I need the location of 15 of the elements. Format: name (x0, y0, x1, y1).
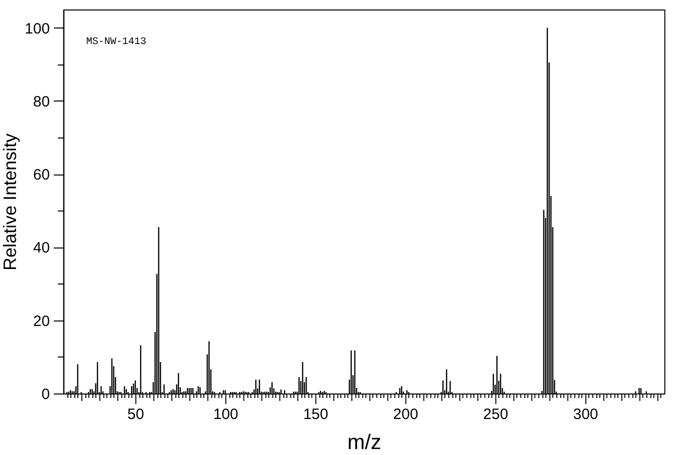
x-tick-label: 50 (127, 406, 144, 423)
y-tick-label: 100 (24, 20, 50, 38)
x-tick-label: 250 (483, 406, 508, 423)
y-tick-label: 80 (33, 93, 50, 110)
x-tick-label: 100 (213, 406, 238, 423)
x-axis-title: m/z (347, 431, 382, 454)
x-tick-label: 200 (393, 406, 418, 423)
y-tick-label: 0 (41, 386, 50, 403)
y-axis-title: Relative Intensity (0, 133, 20, 271)
x-tick-label: 300 (573, 406, 598, 423)
x-tick-label: 150 (303, 406, 328, 423)
y-tick-label: 60 (33, 166, 50, 184)
y-tick-label: 40 (33, 240, 50, 257)
annotation: MS-NW-1413 (86, 37, 146, 48)
y-tick-label: 20 (33, 312, 50, 330)
